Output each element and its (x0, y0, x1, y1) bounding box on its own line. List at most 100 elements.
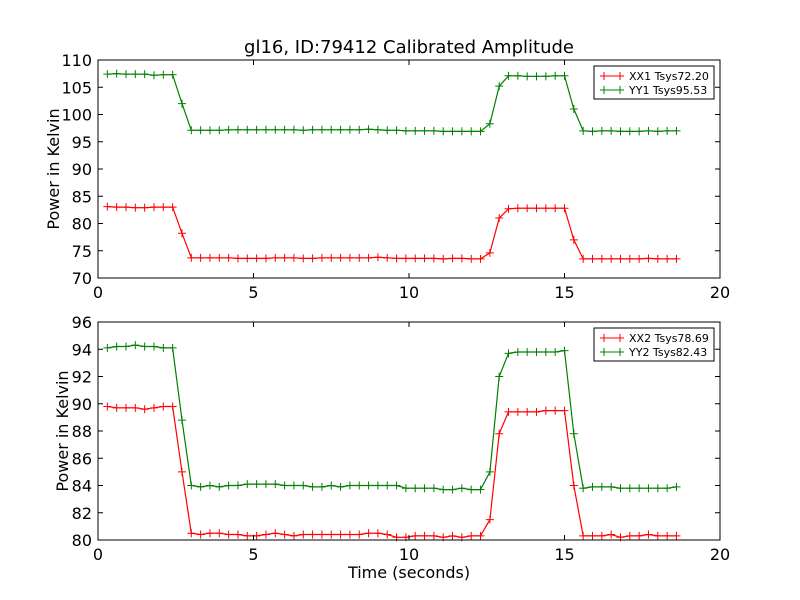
data-point (551, 71, 560, 80)
data-point (112, 403, 121, 412)
data-point (215, 126, 224, 135)
data-point (327, 481, 336, 490)
data-point (261, 125, 270, 134)
data-point (327, 125, 336, 134)
data-point (355, 125, 364, 134)
data-point (439, 127, 448, 136)
data-point (560, 204, 569, 213)
data-point (532, 72, 541, 81)
data-point (224, 530, 233, 539)
data-point (168, 402, 177, 411)
data-point (308, 125, 317, 134)
data-point (336, 482, 345, 491)
legend-label: YY1 Tsys95.53 (628, 84, 707, 97)
data-point (644, 484, 653, 493)
data-point (457, 127, 466, 136)
data-point (560, 406, 569, 415)
data-point (541, 406, 550, 415)
y-tick-label: 70 (72, 269, 92, 288)
data-point (663, 126, 672, 135)
data-point (215, 253, 224, 262)
data-point (420, 254, 429, 263)
data-point (280, 253, 289, 262)
data-point (392, 481, 401, 490)
data-point (131, 70, 140, 79)
y-tick-label: 96 (72, 313, 92, 332)
data-point (383, 481, 392, 490)
data-point (187, 529, 196, 538)
data-point (355, 530, 364, 539)
y-tick-label: 85 (72, 187, 92, 206)
data-point (541, 72, 550, 81)
legend-swatch (600, 334, 624, 342)
data-point (345, 125, 354, 134)
y-tick-label: 92 (72, 368, 92, 387)
data-point (159, 203, 168, 212)
series-line-xx1 (107, 206, 677, 260)
data-point (289, 253, 298, 262)
data-point (532, 407, 541, 416)
x-tick-label: 10 (399, 283, 419, 302)
data-point (401, 484, 410, 493)
data-point (383, 126, 392, 135)
plot-1: 0 5 10 15 20 70 75 80 85 90 95 100 105 110 XX1 Tsys72.… (61, 51, 730, 302)
x-tick-label: 20 (710, 545, 730, 564)
data-point (187, 253, 196, 262)
data-point (271, 253, 280, 262)
data-point (159, 343, 168, 352)
data-point (653, 531, 662, 540)
legend-box (593, 65, 715, 100)
data-point (308, 254, 317, 263)
data-point (495, 429, 504, 438)
y-tick-label: 80 (72, 215, 92, 234)
data-point (653, 254, 662, 263)
data-point (364, 481, 373, 490)
data-point (448, 127, 457, 136)
data-point (345, 253, 354, 262)
data-point (149, 71, 158, 80)
data-point (280, 481, 289, 490)
data-point (177, 229, 186, 238)
data-point (523, 72, 532, 81)
data-point (392, 254, 401, 263)
data-point (420, 531, 429, 540)
data-point (327, 253, 336, 262)
data-point (224, 253, 233, 262)
data-point (448, 254, 457, 263)
data-point (289, 481, 298, 490)
data-point (168, 203, 177, 212)
data-point (588, 127, 597, 136)
data-point (560, 346, 569, 355)
plot-2: 0 5 10 15 20 80 82 84 86 88 90 92 94 96 XX2 Tsys78.69Y… (72, 313, 731, 564)
y-tick-label: 82 (72, 504, 92, 523)
y-tick-label: 95 (72, 133, 92, 152)
y-tick-label: 84 (72, 477, 92, 496)
data-point (588, 482, 597, 491)
data-point (625, 127, 634, 136)
data-point (467, 485, 476, 494)
data-point (653, 484, 662, 493)
data-point (252, 254, 261, 263)
legend-box (593, 327, 715, 362)
x-tick-label: 10 (399, 545, 419, 564)
data-point (261, 254, 270, 263)
data-point (205, 253, 214, 262)
bottom-y-axis-label: Power in Kelvin (53, 370, 72, 491)
data-point (140, 203, 149, 212)
data-point (635, 127, 644, 136)
data-point (121, 203, 130, 212)
data-point (112, 342, 121, 351)
data-point (243, 125, 252, 134)
data-point (420, 484, 429, 493)
data-point (429, 126, 438, 135)
data-point (140, 405, 149, 414)
data-point (625, 254, 634, 263)
data-point (196, 530, 205, 539)
data-point (597, 126, 606, 135)
data-point (607, 530, 616, 539)
data-point (439, 485, 448, 494)
data-point (205, 126, 214, 135)
data-point (513, 407, 522, 416)
data-point (597, 531, 606, 540)
data-point (112, 203, 121, 212)
